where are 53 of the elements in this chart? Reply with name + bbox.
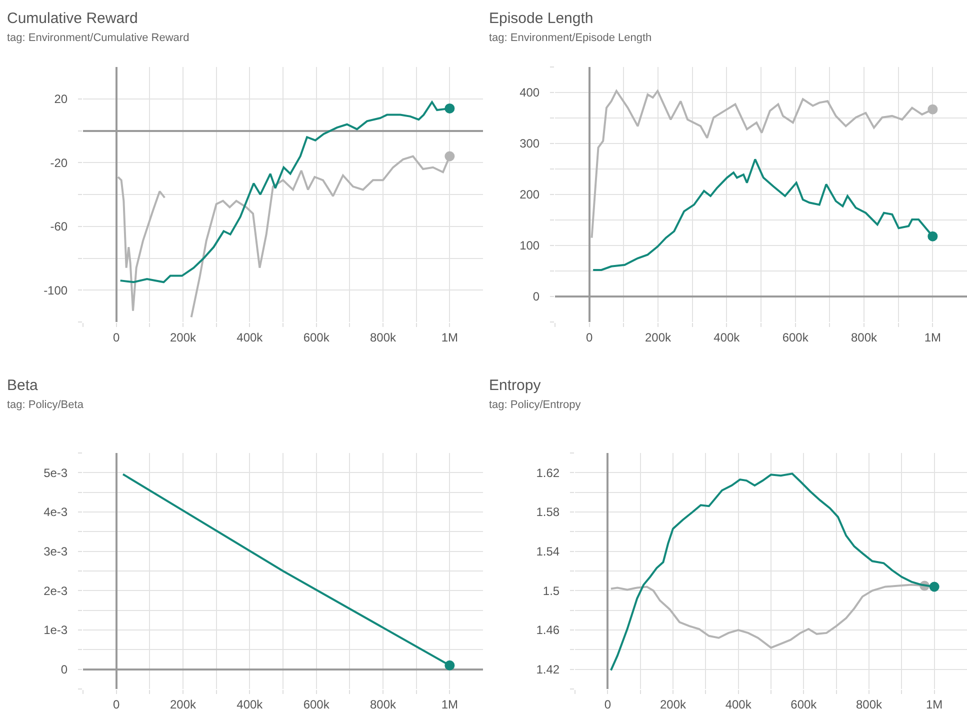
x-tick-label: 400k [725,697,752,712]
x-tick-label: 600k [790,697,818,712]
y-tick-label: 20 [54,92,68,106]
y-tick-label: 400 [520,86,540,100]
y-tick-label: 1.62 [536,466,560,480]
chart-subtitle: tag: Environment/Cumulative Reward [7,32,190,44]
x-tick-label: 600k [303,330,330,344]
y-tick-label: 1.5 [542,584,560,598]
y-tick-label: 1.42 [536,662,560,677]
chart-title: Episode Length [489,10,594,27]
x-tick-label: 600k [782,330,810,344]
x-tick-label: 800k [370,330,398,344]
x-tick-label: 800k [370,697,398,712]
x-tick-label: 0 [604,697,612,712]
x-tick-label: 200k [170,697,198,712]
x-tick-label: 200k [660,697,688,712]
x-tick-label: 800k [856,697,884,712]
y-tick-label: 100 [520,238,540,253]
x-tick-label: 800k [850,330,878,344]
x-tick-label: 400k [714,330,741,344]
x-tick-label: 1M [441,330,458,344]
x-tick-label: 200k [644,330,672,344]
x-tick-label: 0 [586,330,593,344]
y-tick-label: 1.46 [536,623,560,638]
y-tick-label: 3e-3 [44,544,68,559]
y-tick-label: 1e-3 [44,623,68,638]
chart-subtitle: tag: Policy/Entropy [489,399,582,411]
x-tick-label: 400k [236,697,264,712]
chart-title: Beta [7,377,39,394]
chart-title: Cumulative Reward [7,10,138,27]
y-tick-label: 200 [520,188,540,202]
x-tick-label: 600k [303,697,330,712]
y-tick-label: 300 [520,136,540,151]
y-tick-label: 2e-3 [44,584,68,598]
y-tick-label: 0 [60,662,68,677]
y-tick-label: 5e-3 [44,466,68,480]
chart-title: Entropy [489,377,542,394]
y-tick-label: 0 [532,290,540,304]
y-tick-label: 1.54 [536,544,560,559]
x-tick-label: 1M [926,697,943,712]
chart-subtitle: tag: Environment/Episode Length [489,32,652,44]
y-tick-label: -60 [50,220,68,234]
x-tick-label: 1M [441,697,458,712]
chart-subtitle: tag: Policy/Beta [7,399,84,411]
y-tick-label: -20 [50,156,68,170]
x-tick-label: 200k [170,330,198,344]
x-tick-label: 0 [112,697,120,712]
y-tick-label: 1.58 [536,505,560,520]
x-tick-label: 1M [924,330,942,344]
y-tick-label: -100 [44,283,68,298]
y-tick-label: 4e-3 [44,505,68,520]
x-tick-label: 0 [112,330,120,344]
x-tick-label: 400k [236,330,264,344]
